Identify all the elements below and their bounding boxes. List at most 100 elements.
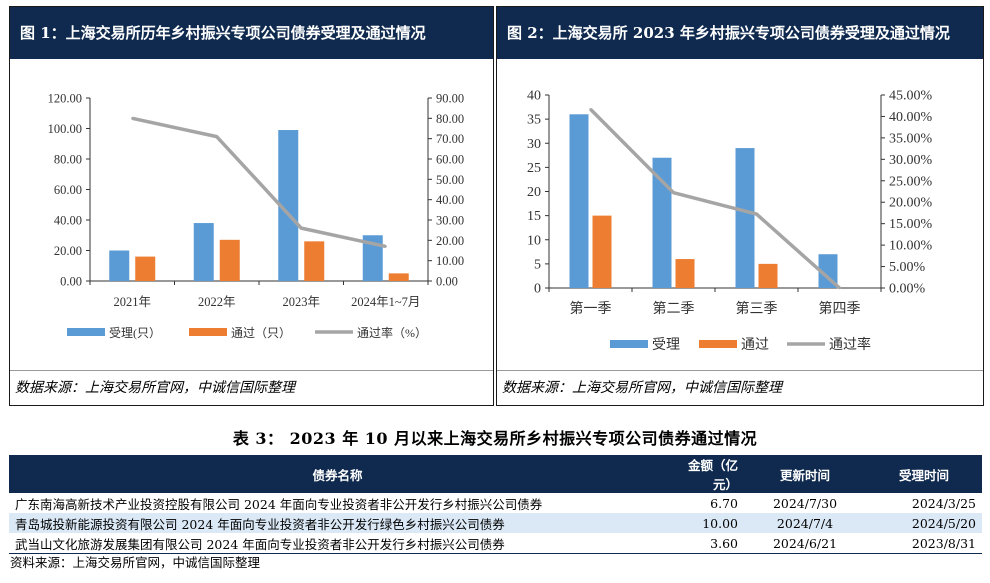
pass-rate-point (300, 226, 303, 230)
bar-passed (135, 256, 156, 281)
bar-accepted (278, 130, 299, 281)
y-right-tick-label: 5.00% (889, 260, 926, 275)
pass-rate-point (384, 245, 387, 248)
updated-cell: 2024/6/21 (744, 533, 866, 554)
y-right-tick-label: 40.00 (436, 193, 464, 207)
legend-swatch (189, 328, 227, 336)
accepted-cell: 2024/5/20 (866, 513, 982, 533)
pass-rate-line (131, 116, 387, 249)
accepted-cell: 2023/8/31 (866, 533, 982, 554)
table-row: 广东南海高新技术产业投资控股有限公司 2024 年面向专业投资者非公开发行乡村振… (9, 493, 982, 513)
pass-rate-point (215, 135, 218, 138)
legend-label: 通过率 (829, 336, 871, 353)
bar-accepted (362, 235, 383, 281)
x-tick-label: 第三季 (736, 300, 778, 317)
legend-label: 受理(只） (109, 326, 161, 340)
chart-1-source: 数据来源：上海交易所官网，中诚信国际整理 (10, 370, 493, 405)
y-left-tick-label: 0.00 (60, 275, 82, 289)
x-tick-label: 2022年 (198, 295, 236, 309)
y-right-tick-label: 25.00% (889, 174, 933, 189)
table-row: 武当山文化旅游发展集团有限公司 2024 年面向专业投资者非公开发行乡村振兴公司… (9, 533, 982, 554)
y-right-tick-label: 20.00 (436, 234, 464, 248)
y-right-tick-label: 80.00 (436, 112, 464, 126)
y-right-tick-label: 60.00 (436, 153, 464, 167)
legend-label: 受理 (652, 337, 680, 353)
table-title: 表 3： 2023 年 10 月以来上海交易所乡村振兴专项公司债券通过情况 (232, 429, 758, 448)
y-right-tick-label: 40.00% (889, 110, 933, 125)
bond-name-cell: 广东南海高新技术产业投资控股有限公司 2024 年面向专业投资者非公开发行乡村振… (15, 496, 543, 512)
y-left-tick-label: 40 (527, 89, 541, 104)
chart-1-plot: 0.00 20.00 40.00 60.00 80.00 100.00 120.00 0.00… (48, 92, 465, 341)
bar-passed (675, 259, 695, 288)
x-tick-label: 2024年1~7月 (351, 295, 420, 309)
y-left-tick-label: 80.00 (54, 153, 82, 167)
y-right-tick-label: 0.00% (889, 282, 926, 297)
bond-name-cell: 青岛城投新能源投资有限公司 2024 年面向专业投资者非公开发行绿色乡村振兴公司… (9, 513, 666, 533)
updated-cell: 2024/7/30 (772, 495, 838, 511)
bond-table: 债券名称 金额（亿元） 更新时间 受理时间 广东南海高新技术产业投资控股有限公司… (9, 455, 982, 554)
y-right-tick-label: 50.00 (436, 173, 464, 187)
updated-cell: 2024/7/4 (744, 513, 866, 533)
y-left-tick-label: 40.00 (54, 214, 82, 228)
y-right-tick-label: 20.00% (889, 196, 933, 211)
y-right-tick-label: 30.00% (889, 153, 933, 168)
pass-rate-line (589, 108, 841, 290)
bar-passed (304, 241, 325, 281)
x-tick-label: 第二季 (653, 300, 695, 317)
y-right-tick-label: 90.00 (436, 92, 464, 106)
bond-name-cell: 武当山文化旅游发展集团有限公司 2024 年面向专业投资者非公开发行乡村振兴公司… (9, 533, 666, 554)
y-right-tick-label: 70.00 (436, 132, 464, 146)
pass-rate-point (838, 286, 841, 290)
amount-cell: 6.70 (710, 495, 738, 511)
legend-label: 通过率（%） (357, 325, 427, 340)
amount-cell: 10.00 (666, 513, 744, 533)
amount-cell: 3.60 (666, 533, 744, 554)
y-left-tick-label: 35 (527, 113, 541, 128)
y-left-tick-label: 25 (527, 161, 541, 176)
bar-accepted (818, 254, 838, 288)
bar-passed (592, 215, 612, 288)
y-right-tick-label: 10.00 (436, 254, 464, 268)
chart-panel-2: 图 2：上海交易所 2023 年乡村振兴专项公司债券受理及通过情况 0 5 10 15… (496, 6, 984, 406)
y-left-tick-label: 0 (534, 282, 541, 297)
legend-swatch (699, 340, 737, 348)
x-tick-label: 第四季 (819, 300, 861, 317)
y-left-tick-label: 100.00 (48, 122, 82, 136)
pass-rate-point (131, 117, 134, 120)
y-left-tick-label: 20.00 (54, 244, 82, 258)
chart-panel-1: 图 1：上海交易所历年乡村振兴专项公司债券受理及通过情况 0.00 20.00 40… (9, 6, 494, 406)
x-tick-label: 2023年 (282, 295, 320, 309)
header-accepted: 受理时间 (866, 455, 982, 493)
pass-rate-point (672, 191, 675, 194)
y-right-tick-label: 30.00 (436, 214, 464, 228)
table-row: 青岛城投新能源投资有限公司 2024 年面向专业投资者非公开发行绿色乡村振兴公司… (9, 513, 982, 533)
y-left-tick-label: 10 (527, 233, 541, 248)
bar-passed (219, 239, 240, 281)
bar-passed (758, 263, 778, 288)
chart-2-title: 图 2：上海交易所 2023 年乡村振兴专项公司债券受理及通过情况 (497, 7, 983, 59)
y-left-tick-label: 20 (527, 185, 541, 200)
bar-accepted (652, 157, 672, 288)
accepted-cell: 2024/3/25 (911, 495, 976, 511)
y-left-tick-label: 5 (534, 257, 541, 272)
bar-passed (388, 273, 409, 281)
y-left-tick-label: 15 (527, 209, 541, 224)
y-right-tick-label: 0.00 (436, 275, 458, 289)
legend-label: 通过（只） (231, 326, 291, 340)
header-amount: 金额（亿元） (666, 455, 744, 493)
bar-accepted (735, 148, 755, 288)
y-right-tick-label: 45.00% (889, 89, 933, 104)
pass-rate-point (755, 212, 758, 216)
chart-2-source: 数据来源：上海交易所官网，中诚信国际整理 (497, 370, 983, 405)
pass-rate-point (589, 108, 592, 111)
header-bond-name: 债券名称 (9, 455, 666, 493)
y-right-tick-label: 35.00% (889, 131, 933, 146)
y-left-tick-label: 60.00 (54, 183, 82, 197)
y-right-tick-label: 15.00% (889, 217, 933, 232)
legend-swatch (610, 340, 648, 348)
legend-swatch (67, 328, 105, 336)
bar-accepted (193, 223, 214, 281)
chart-1-title: 图 1：上海交易所历年乡村振兴专项公司债券受理及通过情况 (10, 7, 493, 59)
y-left-tick-label: 30 (527, 137, 541, 152)
x-tick-label: 第一季 (570, 300, 612, 317)
